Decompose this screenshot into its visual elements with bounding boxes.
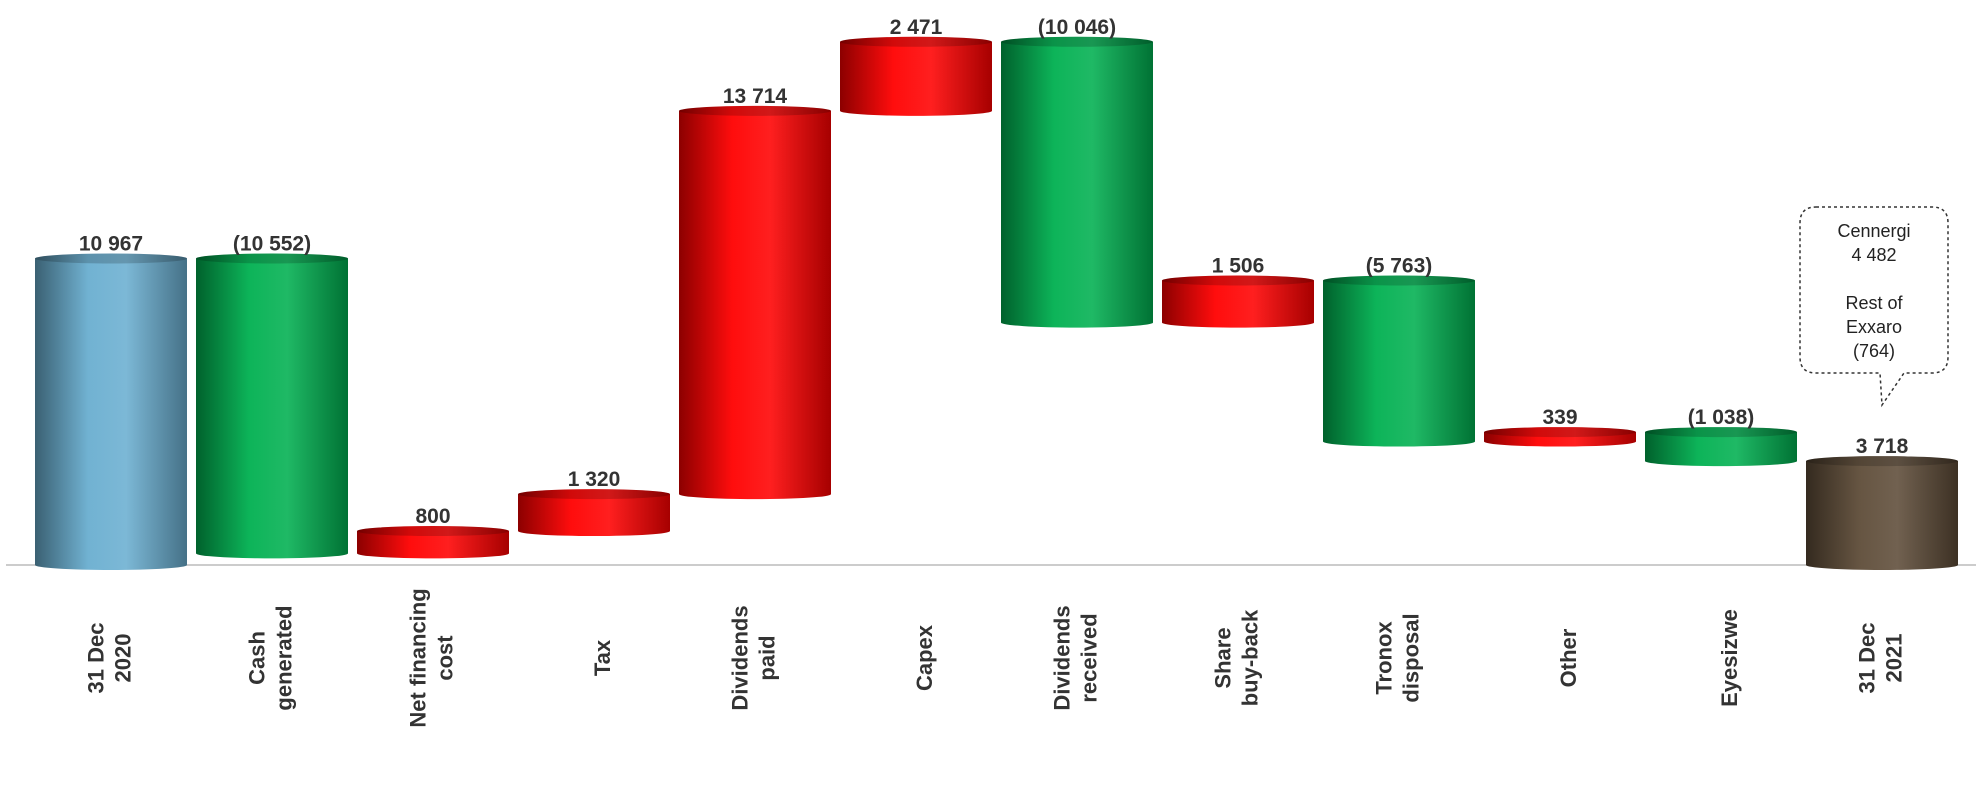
value-label-4: 13 714 [723, 85, 788, 108]
bar-5 [840, 36, 992, 116]
category-label-0: 31 Dec2020 [84, 623, 136, 694]
value-label-3: 1 320 [568, 468, 621, 491]
category-label-3: Tax [590, 639, 615, 676]
value-label-11: 3 718 [1856, 435, 1909, 458]
category-label-2: Net financingcost [406, 588, 458, 727]
callout-line-5: (764) [1853, 341, 1895, 361]
category-label-9: Other [1556, 628, 1581, 687]
bar-4 [679, 105, 831, 500]
bar-10 [1645, 427, 1797, 467]
value-label-0: 10 967 [79, 232, 143, 255]
callout-line-0: Cennergi [1837, 221, 1910, 241]
bar-2 [357, 526, 509, 559]
value-label-7: 1 506 [1212, 254, 1265, 277]
bar-0 [35, 253, 187, 570]
value-label-8: (5 763) [1366, 254, 1433, 277]
bar-11 [1806, 456, 1958, 570]
category-label-4: Dividendspaid [728, 605, 780, 710]
category-label-8: Tronoxdisposal [1372, 613, 1424, 702]
category-label-11: 31 Dec2021 [1855, 623, 1907, 694]
value-label-6: (10 046) [1038, 16, 1116, 39]
value-labels-group: 10 967 (10 552) 800 1 320 13 714 2 471 (10 046… [79, 16, 1909, 528]
category-label-7: Sharebuy-back [1211, 609, 1263, 706]
callout-line-4: Exxaro [1846, 317, 1902, 337]
bar-1 [196, 253, 348, 559]
value-label-2: 800 [415, 505, 450, 528]
callout-line-3: Rest of [1845, 293, 1903, 313]
bars-group [35, 36, 1958, 570]
bar-8 [1323, 275, 1475, 447]
bar-7 [1162, 275, 1314, 328]
category-label-5: Capex [912, 624, 937, 691]
category-label-6: Dividendsreceived [1050, 605, 1102, 710]
value-label-1: (10 552) [233, 232, 311, 255]
callout-bubble [1799, 206, 1949, 408]
value-label-5: 2 471 [890, 16, 943, 39]
callout-annotation: Cennergi 4 482 Rest of Exxaro (764) [1799, 206, 1949, 408]
bar-6 [1001, 36, 1153, 328]
category-labels-group: 31 Dec2020 Cashgenerated Net financingcost… [84, 588, 1907, 727]
bar-3 [518, 489, 670, 537]
value-label-10: (1 038) [1688, 406, 1755, 429]
bar-9 [1484, 427, 1636, 447]
category-label-1: Cashgenerated [245, 605, 297, 710]
callout-line-1: 4 482 [1851, 245, 1896, 265]
value-label-9: 339 [1542, 406, 1577, 429]
category-label-10: Eyesizwe [1717, 609, 1742, 707]
